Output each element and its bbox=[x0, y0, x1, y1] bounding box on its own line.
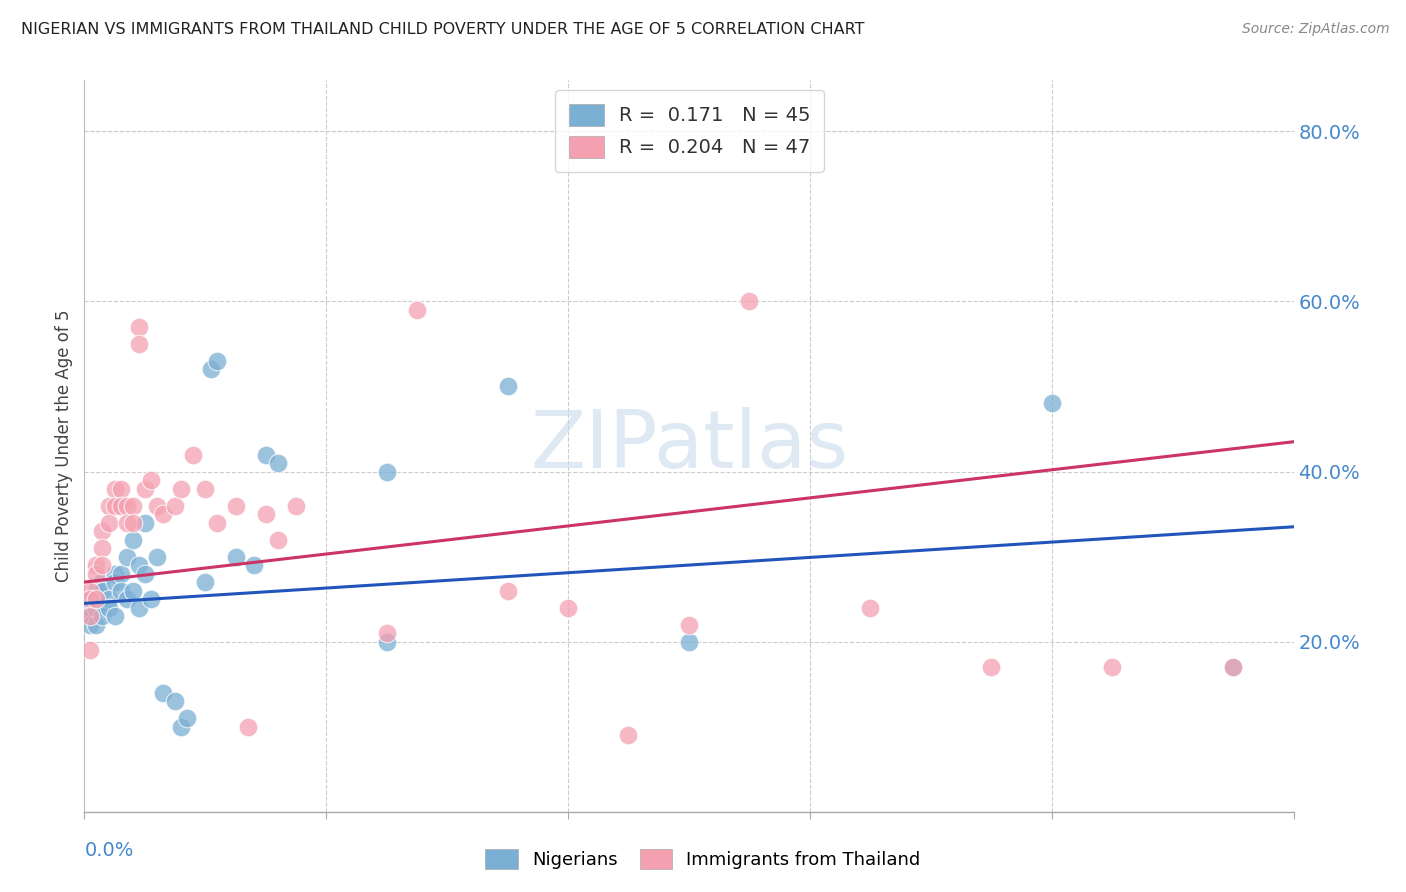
Point bbox=[110, 583, 132, 598]
Point bbox=[79, 592, 101, 607]
Point bbox=[678, 617, 700, 632]
Point bbox=[128, 320, 150, 334]
Point bbox=[738, 294, 761, 309]
Point bbox=[254, 448, 277, 462]
Point bbox=[121, 499, 143, 513]
Point bbox=[121, 516, 143, 530]
Point bbox=[1222, 660, 1244, 674]
Point bbox=[91, 558, 114, 572]
Point bbox=[236, 720, 259, 734]
Point bbox=[678, 634, 700, 648]
Point bbox=[79, 600, 101, 615]
Point bbox=[194, 482, 217, 496]
Point bbox=[1040, 396, 1063, 410]
Point bbox=[115, 592, 138, 607]
Point bbox=[165, 499, 187, 513]
Point bbox=[115, 516, 138, 530]
Point bbox=[496, 379, 519, 393]
Legend: R =  0.171   N = 45, R =  0.204   N = 47: R = 0.171 N = 45, R = 0.204 N = 47 bbox=[555, 90, 824, 172]
Point bbox=[170, 720, 193, 734]
Point bbox=[146, 549, 169, 564]
Point bbox=[254, 507, 277, 521]
Point bbox=[617, 728, 640, 742]
Point bbox=[91, 583, 114, 598]
Point bbox=[267, 456, 290, 470]
Point bbox=[242, 558, 264, 572]
Text: NIGERIAN VS IMMIGRANTS FROM THAILAND CHILD POVERTY UNDER THE AGE OF 5 CORRELATIO: NIGERIAN VS IMMIGRANTS FROM THAILAND CHI… bbox=[21, 22, 865, 37]
Point bbox=[181, 448, 204, 462]
Point bbox=[406, 302, 429, 317]
Y-axis label: Child Poverty Under the Age of 5: Child Poverty Under the Age of 5 bbox=[55, 310, 73, 582]
Point bbox=[86, 592, 108, 607]
Point bbox=[115, 499, 138, 513]
Point bbox=[86, 566, 108, 581]
Point bbox=[86, 558, 108, 572]
Point bbox=[97, 516, 120, 530]
Point bbox=[91, 524, 114, 538]
Point bbox=[97, 600, 120, 615]
Point bbox=[86, 583, 108, 598]
Point bbox=[170, 482, 193, 496]
Point bbox=[859, 600, 882, 615]
Point bbox=[134, 516, 156, 530]
Point bbox=[128, 337, 150, 351]
Point bbox=[375, 626, 398, 640]
Text: 0.0%: 0.0% bbox=[84, 841, 134, 860]
Point bbox=[91, 575, 114, 590]
Point bbox=[104, 482, 127, 496]
Point bbox=[97, 499, 120, 513]
Point bbox=[104, 609, 127, 624]
Point bbox=[375, 465, 398, 479]
Point bbox=[91, 541, 114, 555]
Point bbox=[267, 533, 290, 547]
Point bbox=[1222, 660, 1244, 674]
Point bbox=[146, 499, 169, 513]
Text: Source: ZipAtlas.com: Source: ZipAtlas.com bbox=[1241, 22, 1389, 37]
Point bbox=[110, 482, 132, 496]
Point bbox=[97, 592, 120, 607]
Point bbox=[375, 634, 398, 648]
Point bbox=[139, 473, 162, 487]
Point bbox=[207, 354, 229, 368]
Point bbox=[86, 600, 108, 615]
Point bbox=[104, 566, 127, 581]
Point bbox=[225, 549, 247, 564]
Point bbox=[285, 499, 308, 513]
Point bbox=[79, 609, 101, 624]
Point bbox=[110, 566, 132, 581]
Point bbox=[496, 583, 519, 598]
Point bbox=[79, 643, 101, 657]
Point bbox=[128, 558, 150, 572]
Point bbox=[79, 609, 101, 624]
Point bbox=[134, 566, 156, 581]
Point bbox=[1101, 660, 1123, 674]
Point bbox=[86, 592, 108, 607]
Point bbox=[86, 617, 108, 632]
Point bbox=[557, 600, 579, 615]
Point bbox=[91, 609, 114, 624]
Text: ZIPatlas: ZIPatlas bbox=[530, 407, 848, 485]
Point bbox=[207, 516, 229, 530]
Point bbox=[152, 507, 174, 521]
Point bbox=[139, 592, 162, 607]
Point bbox=[194, 575, 217, 590]
Legend: Nigerians, Immigrants from Thailand: Nigerians, Immigrants from Thailand bbox=[477, 839, 929, 879]
Point bbox=[128, 600, 150, 615]
Point bbox=[79, 592, 101, 607]
Point bbox=[225, 499, 247, 513]
Point bbox=[104, 575, 127, 590]
Point bbox=[980, 660, 1002, 674]
Point bbox=[79, 583, 101, 598]
Point bbox=[200, 362, 222, 376]
Point bbox=[176, 711, 198, 725]
Point bbox=[110, 499, 132, 513]
Point bbox=[152, 686, 174, 700]
Point bbox=[115, 549, 138, 564]
Point bbox=[104, 499, 127, 513]
Point bbox=[121, 533, 143, 547]
Point bbox=[121, 583, 143, 598]
Point bbox=[134, 482, 156, 496]
Point bbox=[165, 694, 187, 708]
Point bbox=[79, 617, 101, 632]
